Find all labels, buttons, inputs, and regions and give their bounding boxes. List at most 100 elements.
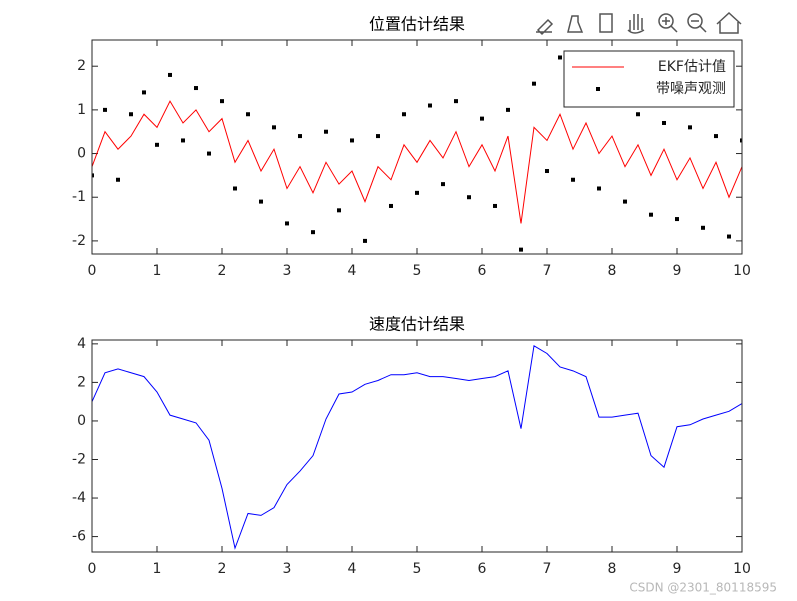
marker — [350, 138, 354, 143]
chart-title: 位置估计结果 — [369, 15, 465, 34]
series-line — [92, 100, 742, 224]
plot-area — [92, 55, 742, 252]
axes-box — [91, 339, 743, 553]
marker — [597, 186, 601, 191]
y-tick-label: 1 — [77, 102, 86, 118]
marker — [441, 182, 445, 187]
marker — [701, 225, 705, 230]
y-tick-label: -2 — [72, 233, 86, 249]
y-tick-label: 2 — [77, 58, 86, 74]
marker — [194, 86, 198, 91]
chart-title: 速度估计结果 — [369, 315, 465, 334]
x-tick-label: 9 — [673, 263, 682, 279]
marker — [558, 55, 562, 60]
x-tick-label: 10 — [733, 263, 751, 279]
marker — [402, 112, 406, 117]
y-tick-label: 2 — [77, 374, 86, 390]
marker — [103, 107, 107, 112]
x-tick-label: 8 — [608, 263, 617, 279]
marker — [493, 203, 497, 208]
marker — [337, 208, 341, 213]
y-tick-label: 0 — [77, 146, 86, 162]
x-tick-label: 0 — [88, 561, 97, 577]
zoom-out-icon[interactable] — [687, 13, 703, 29]
x-tick-label: 4 — [348, 263, 357, 279]
x-tick-label: 2 — [218, 561, 227, 577]
x-tick-label: 8 — [608, 561, 617, 577]
x-tick-label: 5 — [413, 561, 422, 577]
x-tick-label: 3 — [283, 561, 292, 577]
marker — [545, 169, 549, 174]
marker — [311, 230, 315, 235]
axes-box — [91, 39, 743, 255]
x-tick-label: 7 — [543, 561, 552, 577]
marker — [675, 217, 679, 222]
x-tick-label: 3 — [283, 263, 292, 279]
brush-icon[interactable] — [536, 18, 554, 36]
y-tick-label: -1 — [72, 189, 86, 205]
marker — [142, 90, 146, 95]
y-tick-label: 0 — [77, 413, 86, 429]
marker — [92, 173, 94, 178]
marker — [727, 234, 731, 239]
plot-area — [92, 344, 742, 550]
x-tick-label: 10 — [733, 561, 751, 577]
x-tick-label: 6 — [478, 561, 487, 577]
marker — [259, 199, 263, 204]
x-tick-label: 6 — [478, 263, 487, 279]
x-tick-label: 5 — [413, 263, 422, 279]
marker — [207, 151, 211, 156]
zoom-in-icon[interactable] — [658, 13, 674, 29]
marker — [220, 99, 224, 104]
pan-icon[interactable] — [627, 14, 645, 34]
marker — [467, 195, 471, 200]
marker — [623, 199, 627, 204]
x-tick-label: 1 — [153, 263, 162, 279]
toolbar — [536, 11, 742, 36]
axes-background — [92, 340, 742, 552]
x-tick-label: 0 — [88, 263, 97, 279]
marker — [233, 186, 237, 191]
legend-box — [563, 50, 735, 108]
clean-icon[interactable] — [567, 15, 584, 33]
marker — [246, 112, 250, 117]
marker — [636, 112, 640, 117]
y-tick-label: 4 — [77, 336, 86, 352]
marker — [116, 177, 120, 182]
marker — [168, 72, 172, 77]
y-tick-label: -4 — [72, 490, 86, 506]
legend-swatch — [596, 87, 600, 91]
home-icon[interactable] — [716, 11, 742, 34]
marker — [363, 238, 367, 243]
legend-label: EKF估计值 — [658, 59, 726, 75]
datatip-icon[interactable] — [599, 13, 613, 33]
marker — [376, 134, 380, 139]
marker — [389, 203, 393, 208]
marker — [298, 134, 302, 139]
marker — [519, 247, 523, 252]
marker — [324, 129, 328, 134]
marker — [688, 125, 692, 130]
x-tick-label: 1 — [153, 561, 162, 577]
watermark: CSDN @2301_80118595 — [629, 581, 777, 595]
marker — [415, 190, 419, 195]
marker — [285, 221, 289, 226]
marker — [428, 103, 432, 108]
x-tick-label: 9 — [673, 561, 682, 577]
marker — [155, 142, 159, 147]
marker — [714, 134, 718, 139]
marker — [571, 177, 575, 182]
legend-label: 带噪声观测 — [656, 81, 726, 97]
marker — [181, 138, 185, 143]
marker — [272, 125, 276, 130]
x-tick-label: 4 — [348, 561, 357, 577]
marker — [506, 107, 510, 112]
marker — [662, 120, 666, 125]
marker — [740, 138, 742, 143]
marker — [532, 81, 536, 86]
y-tick-label: -2 — [72, 451, 86, 467]
marker — [649, 212, 653, 217]
x-tick-label: 2 — [218, 263, 227, 279]
series-line — [92, 344, 742, 550]
